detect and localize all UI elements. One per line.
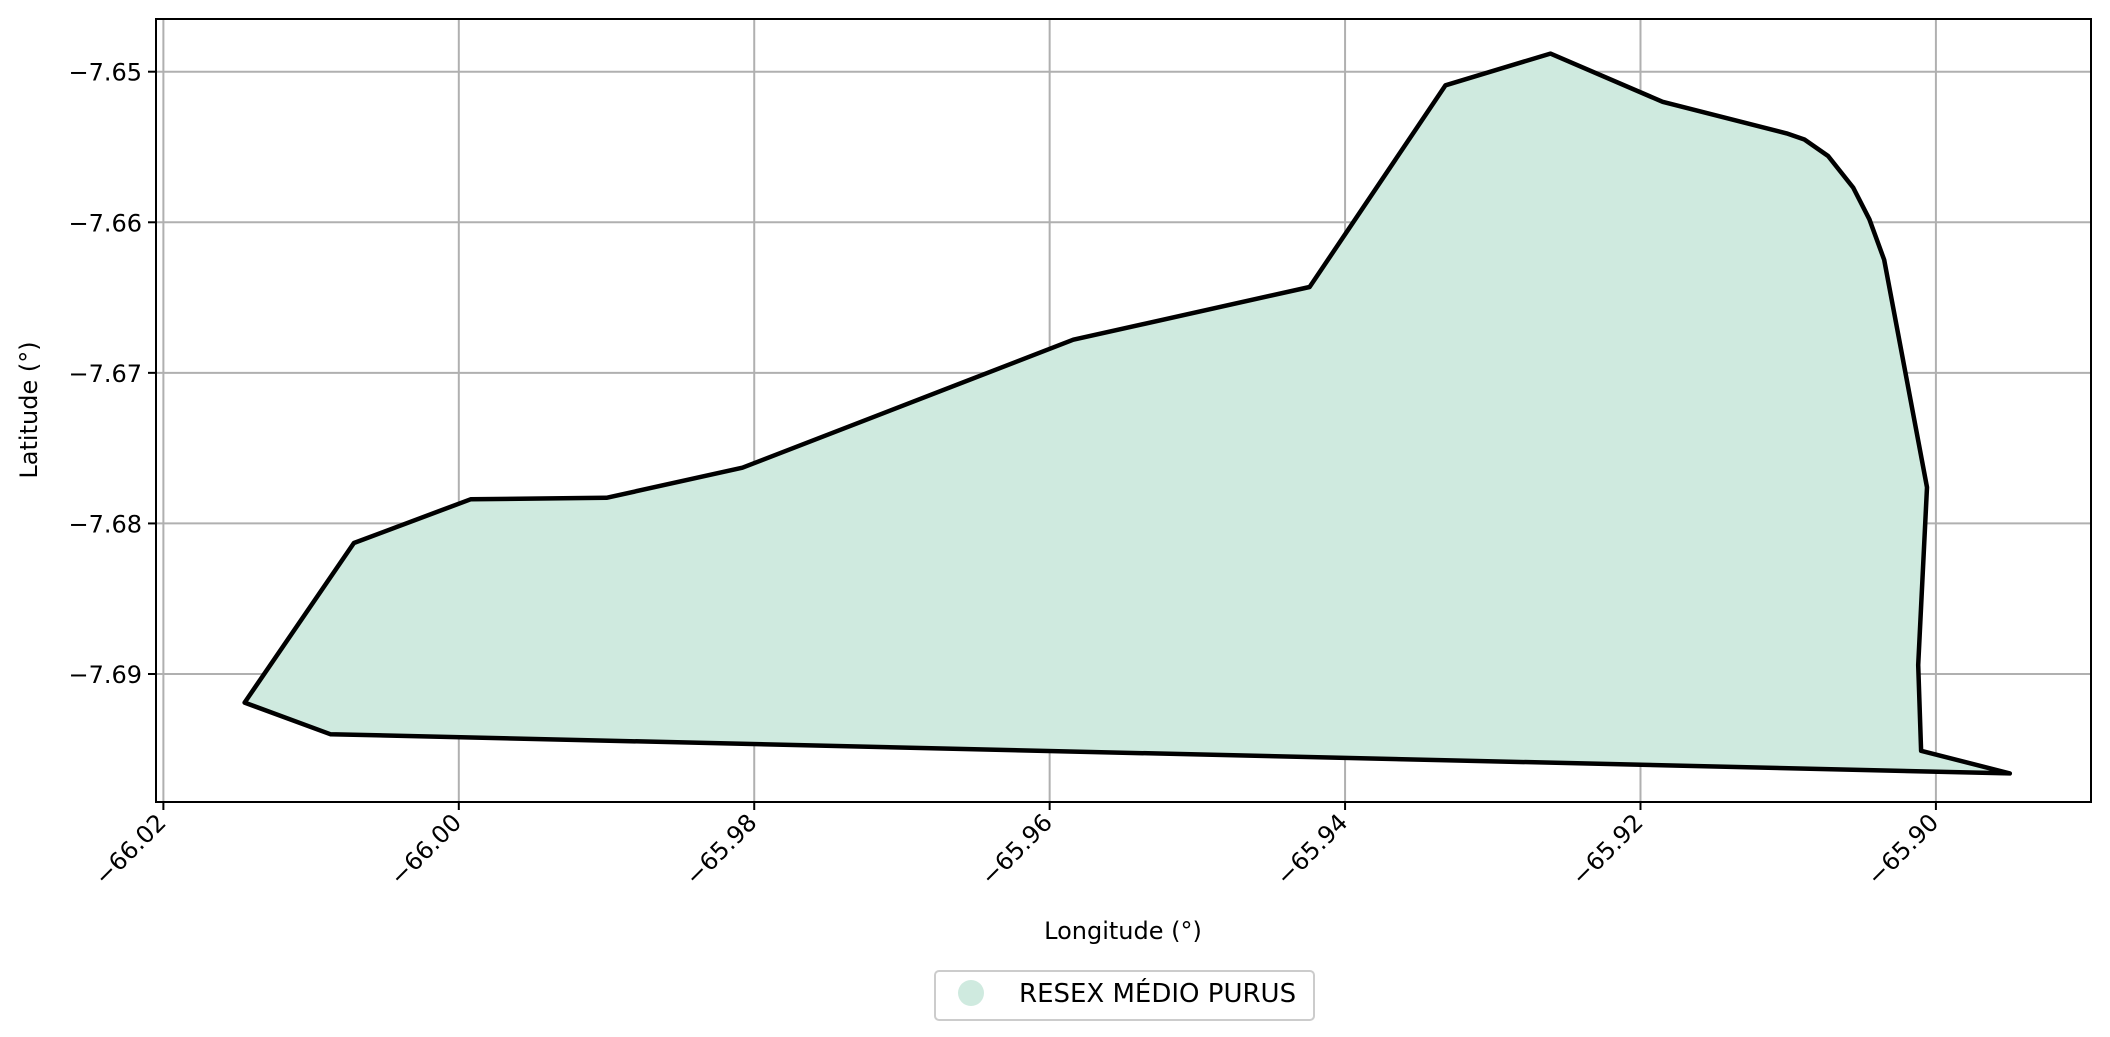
legend-frame <box>934 970 1315 1021</box>
y-tick-label: −7.66 <box>68 209 142 237</box>
y-axis-label: Latitude (°) <box>15 341 43 478</box>
legend: RESEX MÉDIO PURUS <box>934 970 1315 1021</box>
axes-frame <box>155 18 2092 803</box>
resex-medio-purus-polygon <box>242 51 2013 776</box>
y-tick-label: −7.69 <box>68 661 142 689</box>
y-tick-label: −7.65 <box>68 59 142 87</box>
legend-marker <box>958 980 984 1006</box>
y-axis-ticks: −7.65 −7.66 −7.67 −7.68 −7.69 <box>68 59 156 689</box>
map-shapes <box>242 51 2013 776</box>
y-tick-label: −7.67 <box>68 360 142 388</box>
legend-label: RESEX MÉDIO PURUS <box>1019 977 1296 1009</box>
x-axis-label: Longitude (°) <box>1044 917 1202 945</box>
y-tick-label: −7.68 <box>68 510 142 538</box>
